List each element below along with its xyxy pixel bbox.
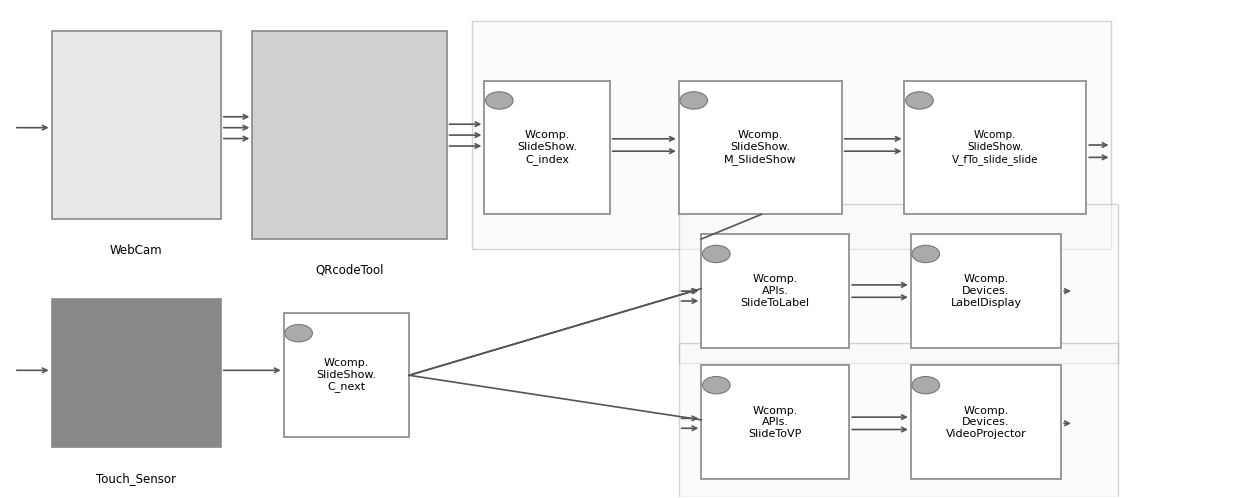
FancyBboxPatch shape — [679, 81, 842, 214]
FancyBboxPatch shape — [52, 298, 221, 447]
Text: Wcomp.
Devices.
LabelDisplay: Wcomp. Devices. LabelDisplay — [950, 274, 1022, 308]
Ellipse shape — [913, 246, 939, 262]
Ellipse shape — [285, 325, 313, 342]
Ellipse shape — [703, 376, 730, 394]
Ellipse shape — [485, 92, 513, 109]
Text: Wcomp.
APIs.
SlideToLabel: Wcomp. APIs. SlideToLabel — [740, 274, 810, 308]
Ellipse shape — [680, 92, 708, 109]
FancyBboxPatch shape — [679, 343, 1117, 497]
FancyBboxPatch shape — [471, 21, 1111, 249]
Ellipse shape — [913, 376, 939, 394]
FancyBboxPatch shape — [52, 31, 221, 219]
FancyBboxPatch shape — [284, 313, 409, 437]
FancyBboxPatch shape — [701, 366, 850, 479]
Text: WebCam: WebCam — [109, 244, 162, 257]
FancyBboxPatch shape — [905, 81, 1086, 214]
Text: Wcomp.
SlideShow.
C_index: Wcomp. SlideShow. C_index — [517, 130, 577, 164]
FancyBboxPatch shape — [701, 234, 850, 348]
FancyBboxPatch shape — [679, 205, 1117, 363]
Text: Wcomp.
SlideShow.
M_SlideShow: Wcomp. SlideShow. M_SlideShow — [724, 130, 797, 164]
Text: Wcomp.
APIs.
SlideToVP: Wcomp. APIs. SlideToVP — [749, 406, 802, 439]
Text: QRcodeTool: QRcodeTool — [316, 264, 383, 277]
FancyBboxPatch shape — [911, 234, 1061, 348]
Text: Touch_Sensor: Touch_Sensor — [97, 472, 176, 485]
Text: Wcomp.
Devices.
VideoProjector: Wcomp. Devices. VideoProjector — [945, 406, 1026, 439]
Ellipse shape — [906, 92, 933, 109]
FancyBboxPatch shape — [253, 31, 446, 239]
Text: Wcomp.
SlideShow.
V_fTo_slide_slide: Wcomp. SlideShow. V_fTo_slide_slide — [952, 130, 1038, 164]
Ellipse shape — [703, 246, 730, 262]
FancyBboxPatch shape — [484, 81, 610, 214]
Text: Wcomp.
SlideShow.
C_next: Wcomp. SlideShow. C_next — [317, 358, 376, 392]
FancyBboxPatch shape — [911, 366, 1061, 479]
